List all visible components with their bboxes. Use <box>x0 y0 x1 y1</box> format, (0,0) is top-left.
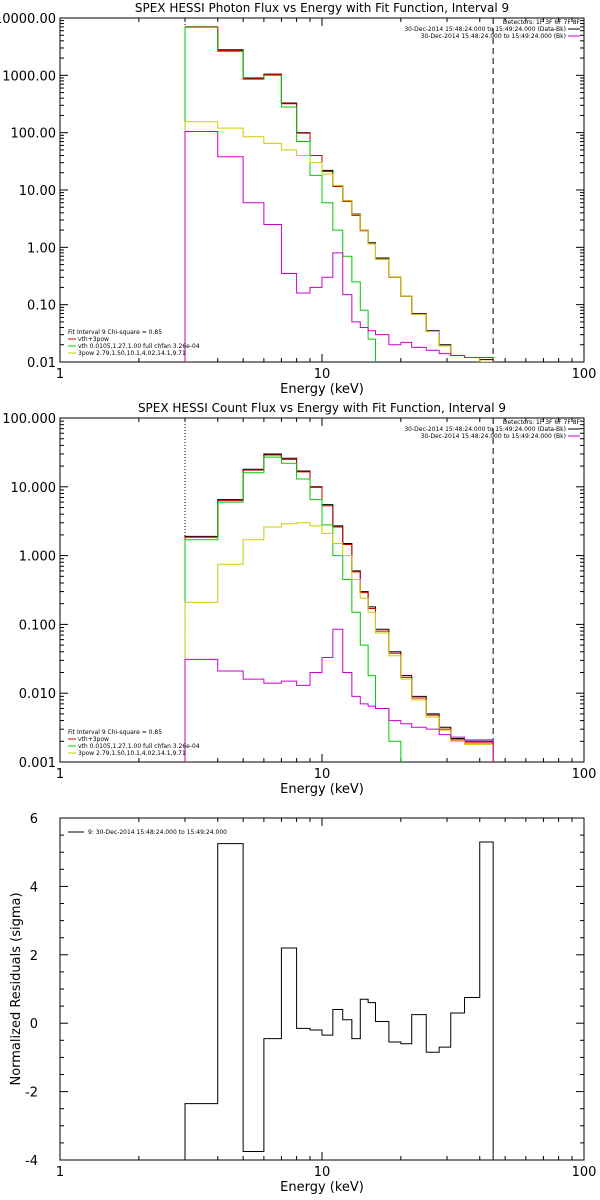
series-1-line <box>184 453 494 762</box>
x-tick-label: 10 <box>314 1165 331 1180</box>
plot-frame <box>59 417 585 763</box>
series-5-line <box>184 628 494 762</box>
legend-top-entry: 30-Dec-2014 15:48:24.000 to 15:49:24.000… <box>404 26 566 33</box>
y-tick-label: 0.10 <box>27 299 56 314</box>
legend-top-entry: 30-Dec-2014 15:48:24.000 to 15:49:24.000… <box>404 426 566 433</box>
x-tick-label: 1 <box>56 767 64 782</box>
series-4-line <box>184 522 494 762</box>
y-tick-label: 100.000 <box>2 412 56 427</box>
legend-bottom-entry: 3pow 2.79,1.50,10.1,4.02,14.1,9.71 <box>78 750 186 757</box>
y-tick-label: 1.00 <box>27 241 56 256</box>
series-group <box>184 841 494 1160</box>
legend-bottom-header: Fit Interval 9 Chi-square = 0.85 <box>68 329 162 336</box>
chart-title: SPEX HESSI Photon Flux vs Energy with Fi… <box>135 1 509 15</box>
y-tick-label: 0 <box>30 1017 38 1032</box>
x-tick-label: 10 <box>314 367 331 382</box>
x-tick-label: 1 <box>56 367 64 382</box>
series-2-line <box>184 26 494 362</box>
x-tick-label: 100 <box>572 367 597 382</box>
y-tick-label: 10.00 <box>19 184 56 199</box>
legend-top-entry: 30-Dec-2014 15:48:24.000 to 15:49:24.000… <box>421 433 566 440</box>
y-tick-label: 10000.00 <box>0 12 56 27</box>
series-group <box>184 26 494 362</box>
panel-1: SPEX HESSI Photon Flux vs Energy with Fi… <box>0 1 597 397</box>
panel-3: 1 10 100 Energy (keV) 6 4 2 0 -2 -4 Normalized Res… <box>9 812 596 1195</box>
legend-bottom-entry: vth 0.0105,1.27,1.00 full chfan 3.26e-04 <box>78 343 200 350</box>
y-tick-label: 2 <box>30 949 38 964</box>
x-tick-label: 10 <box>314 767 331 782</box>
legend-bottom-header: Fit Interval 9 Chi-square = 0.85 <box>68 729 162 736</box>
series-5-line <box>184 130 494 362</box>
legend-bottom-entry: vth+3pow <box>78 336 109 343</box>
x-tick-label: 100 <box>572 767 597 782</box>
y-tick-label: 4 <box>30 880 38 895</box>
y-tick-label: 0.001 <box>19 756 56 771</box>
series-group <box>184 453 494 762</box>
y-tick-label: -4 <box>25 1154 38 1169</box>
x-axis-label: Energy (keV) <box>280 1180 364 1195</box>
x-axis-label: Energy (keV) <box>280 382 364 397</box>
y-tick-label: 10.000 <box>11 481 57 496</box>
legend-top-header: Detectors: 1F 3F 6F 7F 8F <box>503 419 581 426</box>
series-4-line <box>184 121 494 362</box>
y-tick-label: 1000.00 <box>2 69 56 84</box>
legend-bottom-entry: vth 0.0105,1.27,1.00 full chfan 3.26e-04 <box>78 743 200 750</box>
series-3-line <box>184 26 376 362</box>
chart-title: SPEX HESSI Count Flux vs Energy with Fit… <box>138 401 506 415</box>
series-1-line <box>184 26 494 362</box>
y-tick-label: 0.010 <box>19 687 56 702</box>
series-2-line <box>184 454 494 762</box>
y-tick-label: 6 <box>30 812 38 827</box>
x-tick-label: 1 <box>56 1165 64 1180</box>
series-3-line <box>184 456 402 762</box>
legend-entry: 9: 30-Dec-2014 15:48:24.000 to 15:49:24.… <box>88 829 227 836</box>
y-tick-label: 0.100 <box>19 618 56 633</box>
y-tick-label: 1.000 <box>19 550 56 565</box>
panel-2: SPEX HESSI Count Flux vs Energy with Fit… <box>2 401 597 797</box>
legend-bottom-entry: vth+3pow <box>78 736 109 743</box>
x-tick-label: 100 <box>572 1165 597 1180</box>
x-axis-label: Energy (keV) <box>280 782 364 797</box>
legend-top-entry: 30-Dec-2014 15:48:24.000 to 15:49:24.000… <box>421 33 566 40</box>
legend-top-header: Detectors: 1F 3F 6F 7F 8F <box>503 19 581 26</box>
y-tick-label: 100.00 <box>11 127 57 142</box>
legend-bottom-entry: 3pow 2.79,1.50,10.1,4.02,14.1,9.71 <box>78 350 186 357</box>
series-1-line <box>184 841 494 1160</box>
y-tick-label: -2 <box>25 1086 38 1101</box>
y-tick-label: 0.01 <box>27 356 56 371</box>
y-axis-label: Normalized Residuals (sigma) <box>9 892 24 1085</box>
plot-frame <box>59 817 585 1161</box>
